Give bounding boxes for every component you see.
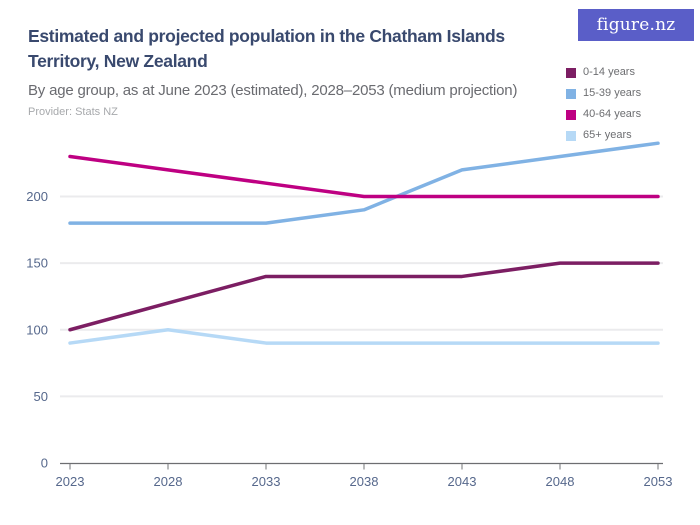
x-axis-label: 2043 bbox=[448, 474, 477, 489]
title-line-1: Estimated and projected population in th… bbox=[28, 26, 505, 46]
line-0-14-years bbox=[68, 261, 660, 332]
x-axis-label: 2053 bbox=[644, 474, 673, 489]
legend-label: 0-14 years bbox=[583, 66, 635, 78]
legend-swatch bbox=[566, 88, 576, 99]
x-axis-label: 2038 bbox=[350, 474, 379, 489]
provider-credit: Provider: Stats NZ bbox=[28, 106, 118, 118]
page-title: Estimated and projected population in th… bbox=[28, 24, 568, 74]
y-axis-label: 200 bbox=[26, 189, 48, 204]
x-axis-label: 2028 bbox=[154, 474, 183, 489]
legend-swatch bbox=[566, 67, 576, 78]
legend-swatch bbox=[566, 130, 576, 141]
x-axis-label: 2023 bbox=[56, 474, 85, 489]
legend-label: 15-39 years bbox=[583, 87, 642, 99]
figure-nz-logo[interactable]: figure.nz bbox=[578, 9, 694, 41]
legend-item-0-14-years: 0-14 years bbox=[566, 66, 641, 79]
y-axis-label: 100 bbox=[26, 322, 48, 337]
figure-nz-logo-text: figure.nz bbox=[596, 15, 676, 35]
y-axis-label: 150 bbox=[26, 256, 48, 271]
legend-item-40-64-years: 40-64 years bbox=[566, 108, 641, 121]
chart-legend: 0-14 years 15-39 years 40-64 years 65+ y… bbox=[566, 66, 641, 142]
legend-label: 40-64 years bbox=[583, 108, 642, 120]
y-axis-label: 50 bbox=[34, 389, 48, 404]
y-axis-label: 0 bbox=[41, 456, 48, 471]
x-axis-label: 2033 bbox=[252, 474, 281, 489]
legend-item-15-39-years: 15-39 years bbox=[566, 87, 641, 100]
legend-swatch bbox=[566, 109, 576, 120]
line-40-64-years bbox=[68, 154, 660, 199]
title-line-2: Territory, New Zealand bbox=[28, 51, 208, 71]
line-15-39-years bbox=[68, 141, 660, 225]
x-axis-label: 2048 bbox=[546, 474, 575, 489]
chart-subtitle: By age group, as at June 2023 (estimated… bbox=[28, 82, 518, 99]
legend-label: 65+ years bbox=[583, 129, 632, 141]
line-65-years bbox=[68, 328, 660, 345]
legend-item-65-plus-years: 65+ years bbox=[566, 129, 641, 142]
